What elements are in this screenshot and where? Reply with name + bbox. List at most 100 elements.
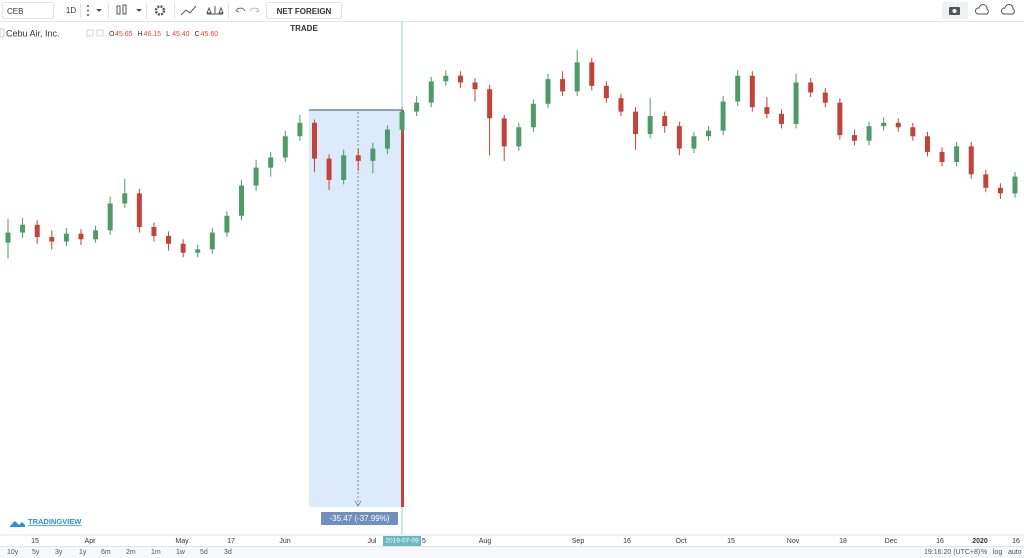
x-tick-label: May — [175, 538, 189, 545]
candle-body — [749, 75, 755, 108]
candle-body — [997, 187, 1003, 194]
range-button[interactable]: 5y — [32, 549, 40, 556]
candle-body — [195, 249, 201, 253]
candle-body — [78, 233, 84, 240]
candle-body — [428, 81, 434, 103]
separator — [174, 3, 175, 18]
candle-body — [633, 111, 639, 135]
candle-body — [326, 158, 332, 180]
chart-type-button[interactable] — [114, 2, 146, 19]
candle-body — [63, 233, 69, 242]
x-tick-label: 17 — [227, 538, 235, 545]
candle-body — [851, 135, 857, 141]
candle-body — [603, 85, 609, 99]
x-tick-label: 18 — [839, 538, 847, 545]
crosshair-date-box — [383, 536, 421, 546]
x-tick-label: Jul — [368, 538, 377, 545]
candle-body — [895, 122, 901, 128]
range-button[interactable]: 1m — [151, 549, 161, 556]
range-button[interactable]: 3y — [55, 549, 63, 556]
bottom-bar: 10y 5y 3y 1y 6m 2m 1m 1w 5d 3d 19:16:20 (UTC+8)% lo… — [0, 546, 1024, 558]
candle-body — [968, 146, 974, 175]
x-tick-label: Apr — [85, 538, 97, 545]
symbol-name: Cebu Air, Inc. — [6, 28, 60, 38]
separator — [228, 3, 229, 18]
candle-body — [472, 82, 478, 90]
ohlc-value: 46.15 — [144, 31, 162, 38]
candle-body — [545, 79, 551, 104]
undo-redo[interactable] — [232, 2, 266, 19]
candle-body — [399, 111, 405, 130]
x-tick-label: Sep — [572, 538, 585, 545]
toolbar-right-icons[interactable] — [942, 2, 1022, 19]
measure-bar — [401, 110, 404, 507]
range-button[interactable]: 6m — [101, 549, 111, 556]
ohlc-label: L — [166, 31, 170, 38]
legend-icon — [0, 28, 5, 38]
x-tick-label: 16 — [1012, 538, 1020, 545]
x-tick-label: 16 — [623, 538, 631, 545]
range-button[interactable]: 5d — [200, 549, 208, 556]
compare-button[interactable] — [204, 2, 226, 19]
candle-body — [224, 215, 230, 233]
toolbar: CEB 1D NET FOREIGN TRADE — [0, 0, 1024, 33]
candle-body — [209, 232, 215, 250]
range-button[interactable]: 10y — [7, 549, 19, 556]
candle-body — [647, 116, 653, 135]
candle-body — [574, 62, 580, 92]
legend-settings-button[interactable] — [96, 29, 104, 37]
brand-logo — [10, 521, 25, 527]
symbol-input[interactable]: CEB — [2, 2, 54, 19]
x-tick-label: 15 — [727, 538, 735, 545]
candle-body — [122, 193, 128, 204]
scale-toggle[interactable]: % — [981, 549, 988, 556]
candle-body — [662, 116, 668, 127]
candle-body — [618, 98, 624, 112]
brand-name[interactable]: TRADINGVIEW — [28, 517, 82, 526]
legend-hide-button[interactable] — [86, 29, 94, 37]
price-chart: -35.47 (-37.99%) Cebu Air, Inc. TRADINGV… — [0, 22, 1024, 546]
scale-toggle[interactable]: log — [993, 549, 1003, 556]
candle-body — [370, 148, 376, 161]
measure-label-box — [321, 512, 398, 525]
indicator-button[interactable]: NET FOREIGN TRADE — [266, 2, 342, 33]
ohlc-value: 45.40 — [172, 31, 190, 38]
x-tick-label: Oct — [676, 538, 687, 545]
ohlc-value: 45.60 — [201, 31, 219, 38]
candle-body — [530, 103, 536, 128]
candle-body — [297, 122, 303, 137]
candle-body — [691, 136, 697, 149]
interval-button[interactable]: 1D — [65, 6, 77, 15]
range-button[interactable]: 1y — [79, 549, 87, 556]
range-button[interactable]: 3d — [224, 549, 232, 556]
measure-arrowhead — [354, 500, 362, 507]
range-button[interactable]: 2m — [126, 549, 136, 556]
x-tick-label: 15 — [31, 538, 39, 545]
range-button[interactable]: 1w — [176, 549, 185, 556]
candle-body — [778, 113, 784, 124]
settings-button[interactable] — [152, 2, 170, 19]
candle-body — [253, 167, 259, 186]
candle-body — [282, 136, 288, 158]
measure-area — [309, 110, 402, 507]
candle-body — [501, 118, 507, 147]
candle-body — [822, 92, 828, 103]
candle-body — [34, 224, 40, 238]
candle-body — [954, 146, 960, 163]
indicators-button[interactable] — [178, 2, 200, 19]
separator — [108, 3, 109, 18]
scale-toggle[interactable]: auto — [1008, 549, 1022, 556]
candle-body — [151, 226, 157, 236]
candle-body — [516, 127, 522, 147]
candle-body — [706, 130, 712, 137]
candle-body — [180, 243, 186, 253]
ohlc-label: C — [195, 31, 200, 38]
candle-body — [311, 122, 317, 159]
candle-body — [808, 82, 814, 93]
menu-icon[interactable] — [84, 2, 104, 19]
x-tick-label: 5 — [422, 538, 426, 545]
candle-body — [443, 75, 449, 82]
candle-body — [866, 126, 872, 141]
candle-body — [355, 155, 361, 161]
